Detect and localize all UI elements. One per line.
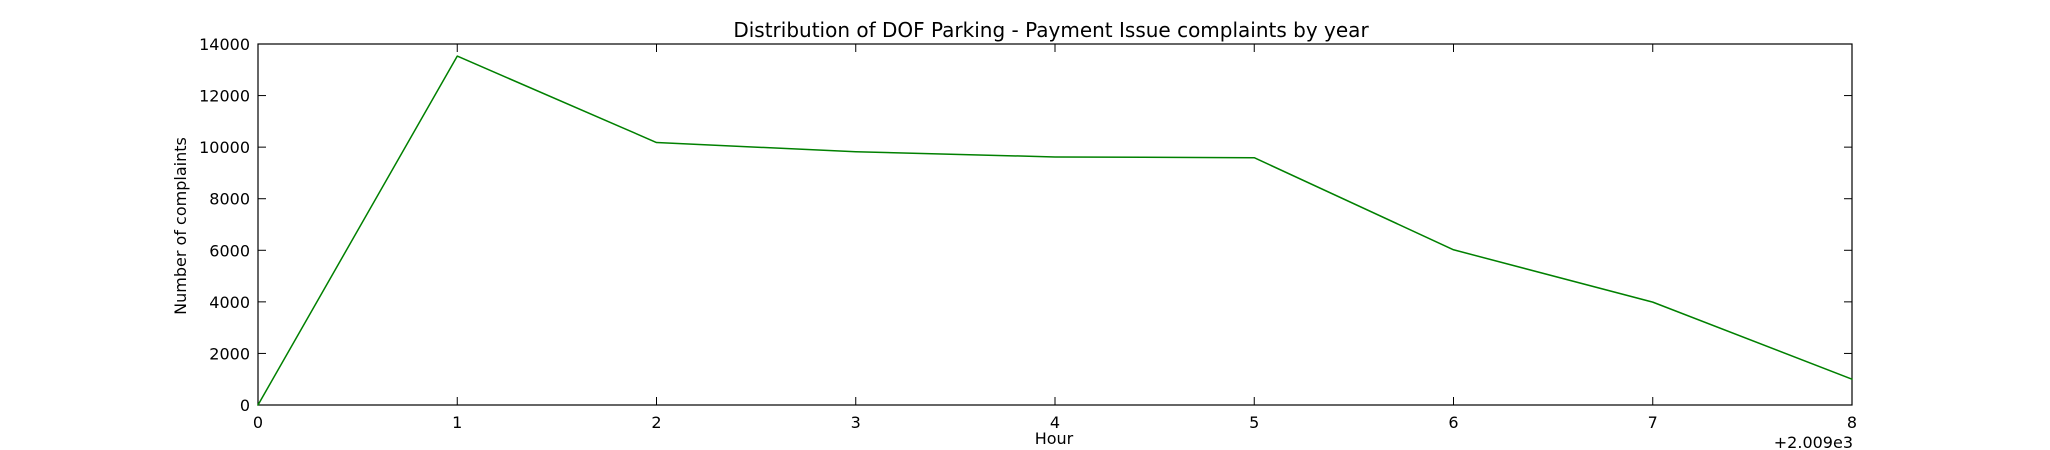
y-tick-label: 2000	[209, 344, 250, 363]
y-tick-label: 10000	[199, 138, 250, 157]
y-tick-label: 8000	[209, 190, 250, 209]
chart-title: Distribution of DOF Parking - Payment Is…	[733, 18, 1369, 42]
x-tick-label: 3	[851, 413, 861, 432]
series-line	[257, 55, 1853, 406]
series-layer	[257, 55, 1853, 406]
y-tick-label: 12000	[199, 87, 250, 106]
x-tick-label: 2	[651, 413, 661, 432]
y-axis-ticks: 0 2000 4000 6000 8000 10000 12000 14000	[199, 35, 1852, 415]
x-axis-ticks: 0 1 2 3 4 5 6 7 8	[253, 44, 1857, 432]
x-tick-label: 1	[452, 413, 462, 432]
y-tick-label: 0	[240, 396, 250, 415]
y-tick-label: 14000	[199, 35, 250, 54]
x-axis-label: Hour	[1035, 429, 1074, 448]
x-tick-label: 7	[1648, 413, 1658, 432]
x-tick-label: 8	[1847, 413, 1857, 432]
x-axis-offset-label: +2.009e3	[1774, 433, 1853, 450]
x-tick-label: 4	[1050, 413, 1060, 432]
x-tick-label: 0	[253, 413, 263, 432]
y-tick-label: 6000	[209, 241, 250, 260]
y-tick-label: 4000	[209, 293, 250, 312]
x-tick-label: 5	[1249, 413, 1259, 432]
y-axis-label: Number of complaints	[171, 137, 190, 315]
x-tick-label: 6	[1448, 413, 1458, 432]
